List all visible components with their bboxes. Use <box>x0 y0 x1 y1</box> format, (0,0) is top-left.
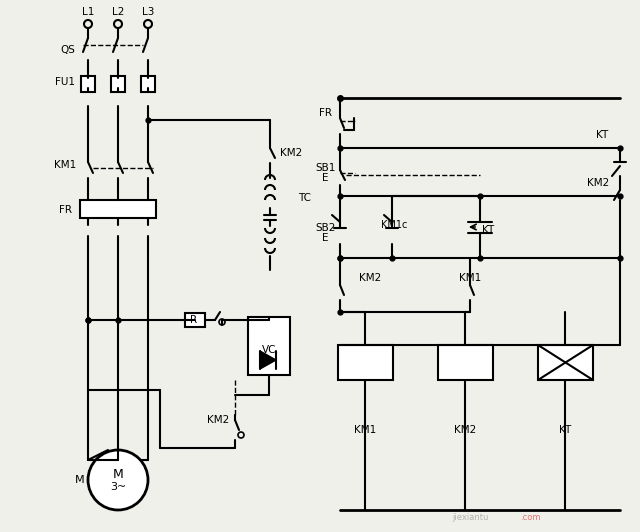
Text: TC: TC <box>298 193 311 203</box>
Text: KM1: KM1 <box>54 160 76 170</box>
Text: KM1: KM1 <box>354 425 376 435</box>
Text: KM2: KM2 <box>207 415 229 425</box>
Text: R: R <box>191 315 198 325</box>
Bar <box>248 317 290 375</box>
Circle shape <box>88 450 148 510</box>
Text: KT: KT <box>482 225 494 235</box>
Bar <box>185 313 205 327</box>
Text: SB2: SB2 <box>316 223 336 233</box>
Bar <box>538 345 593 380</box>
Text: L3: L3 <box>142 7 154 17</box>
Text: KM2: KM2 <box>454 425 476 435</box>
Text: jiexiantu: jiexiantu <box>452 513 488 522</box>
Text: FU1: FU1 <box>55 77 75 87</box>
Text: FR: FR <box>319 108 332 118</box>
Text: FR: FR <box>58 205 72 215</box>
Text: E: E <box>322 233 328 243</box>
Text: 3~: 3~ <box>110 482 126 492</box>
Bar <box>111 76 125 92</box>
Bar <box>438 345 493 380</box>
Bar <box>141 76 155 92</box>
Text: M: M <box>75 475 85 485</box>
Text: QS: QS <box>61 45 76 55</box>
Text: KM2: KM2 <box>359 273 381 283</box>
Text: KT: KT <box>596 130 608 140</box>
Bar <box>80 200 156 218</box>
Text: M: M <box>113 469 124 481</box>
Text: VC: VC <box>262 345 276 355</box>
Polygon shape <box>260 351 276 369</box>
Text: E: E <box>322 173 328 183</box>
Text: .com: .com <box>520 513 541 522</box>
Text: L2: L2 <box>112 7 124 17</box>
Text: KT: KT <box>559 425 571 435</box>
Bar <box>81 76 95 92</box>
Bar <box>338 345 393 380</box>
Text: KM1: KM1 <box>459 273 481 283</box>
Text: KM2: KM2 <box>280 148 302 158</box>
Text: KM2: KM2 <box>587 178 609 188</box>
Text: SB1: SB1 <box>316 163 336 173</box>
Text: L1: L1 <box>82 7 94 17</box>
Text: KM1c: KM1c <box>381 220 407 230</box>
